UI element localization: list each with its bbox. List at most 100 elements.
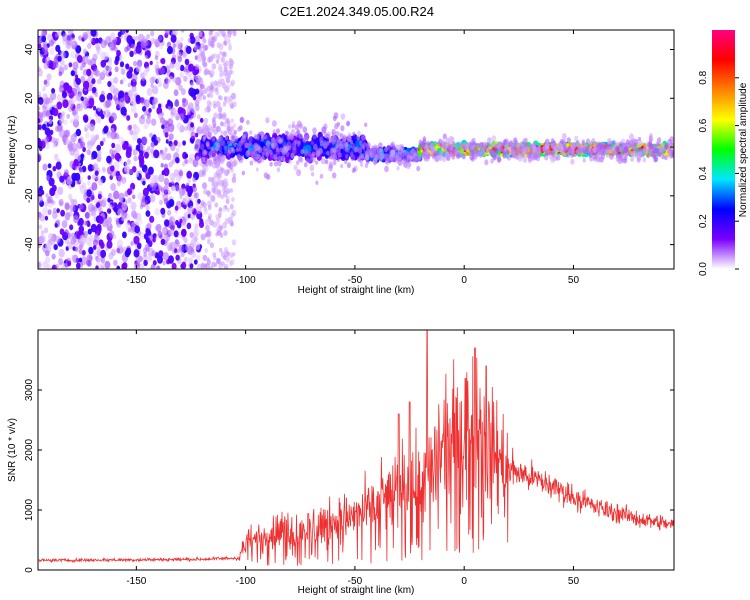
spectrogram-noise-cell (73, 215, 79, 223)
spectrogram-noise-cell (214, 262, 218, 267)
spectrogram-noise-cell (190, 81, 194, 87)
spectrogram-echo-cell (521, 148, 527, 156)
spectrogram-noise-cell (222, 32, 226, 38)
spectrogram-echo-cell (650, 150, 656, 158)
spectrogram-noise-cell (44, 136, 50, 144)
snr-y-axis-label: SNR (10 * v/v) (7, 418, 18, 482)
spectrogram-echo-cell (288, 124, 292, 129)
spectrogram-echo-cell (615, 155, 621, 162)
spectrogram-noise-cell (70, 37, 76, 46)
spectrogram-noise-cell (202, 182, 208, 190)
spectrogram-noise-cell (168, 182, 172, 187)
spectrogram-noise-cell (210, 69, 215, 77)
spectrogram-noise-cell (190, 250, 197, 259)
spectrogram-noise-cell (170, 34, 177, 43)
spectrogram-noise-cell (182, 140, 186, 146)
spectrogram-noise-cell (192, 177, 196, 183)
spectrogram-noise-cell (38, 196, 43, 203)
spectrogram-echo-cell (344, 159, 348, 165)
spectrogram-noise-cell (79, 203, 84, 210)
spectrogram-noise-cell (118, 192, 125, 202)
spectrogram-noise-cell (124, 46, 129, 53)
spectrogram-echo-cell (319, 140, 324, 147)
spectrogram-echo-cell (313, 143, 318, 151)
spectrogram-echo-cell (200, 156, 206, 163)
spectrogram-noise-cell (155, 225, 159, 231)
spectrogram-noise-cell (178, 170, 183, 177)
spectrogram-noise-cell (203, 69, 209, 76)
spectrogram-echo-cell (276, 128, 280, 134)
spectrogram-y-tick-label: -40 (24, 237, 35, 252)
spectrogram-noise-cell (158, 173, 165, 183)
spectrogram-echo-cell (561, 133, 567, 140)
spectrogram-echo-cell (299, 123, 303, 129)
spectrogram-noise-cell (51, 88, 56, 94)
spectrogram-noise-cell (216, 177, 221, 183)
spectrogram-noise-cell (186, 222, 192, 230)
spectrogram-noise-cell (62, 263, 69, 269)
spectrogram-noise-cell (142, 187, 149, 197)
spectrogram-noise-cell (125, 222, 131, 230)
spectrogram-noise-cell (197, 30, 203, 38)
spectrogram-noise-cell (54, 192, 60, 199)
colorbar-tick-label: 0.4 (698, 166, 709, 180)
spectrogram-noise-cell (106, 155, 112, 164)
spectrogram-noise-cell (133, 212, 138, 220)
spectrogram-echo-cell (346, 120, 351, 126)
spectrogram-echo-cell (582, 157, 587, 163)
spectrogram-echo-cell (586, 138, 590, 144)
spectrogram-echo-cell (208, 135, 212, 141)
spectrogram-noise-cell (96, 70, 101, 76)
spectrogram-noise-cell (53, 244, 58, 251)
spectrogram-noise-cell (221, 82, 227, 90)
spectrogram-echo-cell (217, 136, 222, 142)
spectrogram-echo-cell (460, 152, 466, 159)
spectrogram-noise-cell (49, 187, 56, 197)
spectrogram-noise-cell (110, 183, 116, 191)
spectrogram-noise-cell (152, 98, 158, 106)
spectrogram-noise-cell (163, 219, 170, 227)
spectrogram-noise-cell (42, 261, 48, 269)
spectrogram-noise-cell (223, 99, 227, 105)
spectrogram-echo-cell (308, 158, 313, 164)
spectrogram-noise-cell (56, 173, 61, 179)
spectrogram-noise-cell (231, 197, 235, 202)
spectrogram-echo-cell (344, 146, 349, 152)
spectrogram-noise-cell (41, 35, 47, 43)
spectrogram-echo-cell (263, 172, 269, 179)
spectrogram-noise-cell (38, 235, 45, 244)
spectrogram-noise-cell (121, 202, 128, 211)
spectrogram-echo-cell (271, 137, 275, 142)
spectrogram-echo-cell (294, 139, 298, 144)
spectrogram-noise-cell (54, 61, 59, 69)
spectrogram-noise-cell (114, 143, 122, 153)
spectrogram-noise-cell (131, 39, 135, 45)
spectrogram-noise-cell (106, 240, 113, 249)
spectrogram-noise-cell (123, 111, 127, 116)
spectrogram-y-tick-label: 40 (24, 44, 35, 56)
spectrogram-noise-cell (132, 148, 138, 156)
spectrogram-noise-cell (90, 208, 97, 217)
spectrogram-echo-cell (566, 137, 571, 144)
spectrogram-noise-cell (160, 187, 165, 193)
spectrogram-noise-cell (47, 209, 52, 216)
spectrogram-echo-cell (423, 155, 429, 162)
spectrogram-noise-cell (174, 61, 181, 71)
spectrogram-echo-cell (227, 146, 233, 154)
spectrogram-noise-cell (71, 254, 76, 261)
spectrogram-noise-cell (87, 180, 91, 186)
spectrogram-noise-cell (135, 172, 139, 178)
spectrogram-noise-cell (84, 211, 91, 220)
spectrogram-echo-cell (203, 149, 207, 155)
spectrogram-noise-cell (75, 85, 80, 92)
spectrogram-noise-cell (206, 100, 212, 106)
spectrogram-noise-cell (216, 181, 220, 187)
spectrogram-noise-cell (82, 48, 88, 55)
spectrogram-noise-cell (67, 260, 72, 267)
spectrogram-noise-cell (146, 87, 153, 96)
spectrogram-noise-cell (224, 204, 228, 210)
spectrogram-echo-cell (284, 130, 289, 136)
spectrogram-noise-cell (76, 55, 83, 63)
snr-x-tick-label: 50 (568, 576, 580, 587)
